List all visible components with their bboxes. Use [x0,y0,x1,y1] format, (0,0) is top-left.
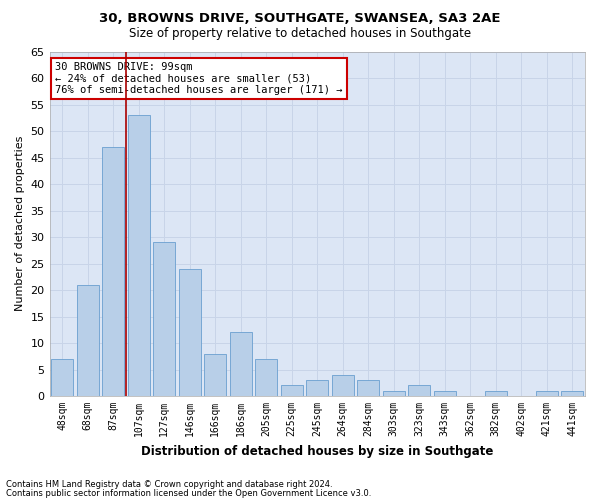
X-axis label: Distribution of detached houses by size in Southgate: Distribution of detached houses by size … [141,444,493,458]
Bar [205,354,226,396]
Bar [358,380,379,396]
Bar [536,391,557,396]
Bar [103,147,124,396]
Bar [307,380,328,396]
Text: 30, BROWNS DRIVE, SOUTHGATE, SWANSEA, SA3 2AE: 30, BROWNS DRIVE, SOUTHGATE, SWANSEA, SA… [99,12,501,26]
Bar [434,391,455,396]
Bar [77,284,98,396]
Bar [154,242,175,396]
Text: Contains public sector information licensed under the Open Government Licence v3: Contains public sector information licen… [6,489,371,498]
Bar [256,359,277,396]
Bar [179,269,200,396]
Text: 30 BROWNS DRIVE: 99sqm
← 24% of detached houses are smaller (53)
76% of semi-det: 30 BROWNS DRIVE: 99sqm ← 24% of detached… [55,62,343,95]
Bar [383,391,404,396]
Bar [230,332,251,396]
Bar [562,391,583,396]
Bar [409,386,430,396]
Bar [332,375,353,396]
Bar [281,386,302,396]
Text: Size of property relative to detached houses in Southgate: Size of property relative to detached ho… [129,28,471,40]
Bar [128,115,149,396]
Bar [52,359,73,396]
Y-axis label: Number of detached properties: Number of detached properties [15,136,25,312]
Bar [485,391,506,396]
Text: Contains HM Land Registry data © Crown copyright and database right 2024.: Contains HM Land Registry data © Crown c… [6,480,332,489]
